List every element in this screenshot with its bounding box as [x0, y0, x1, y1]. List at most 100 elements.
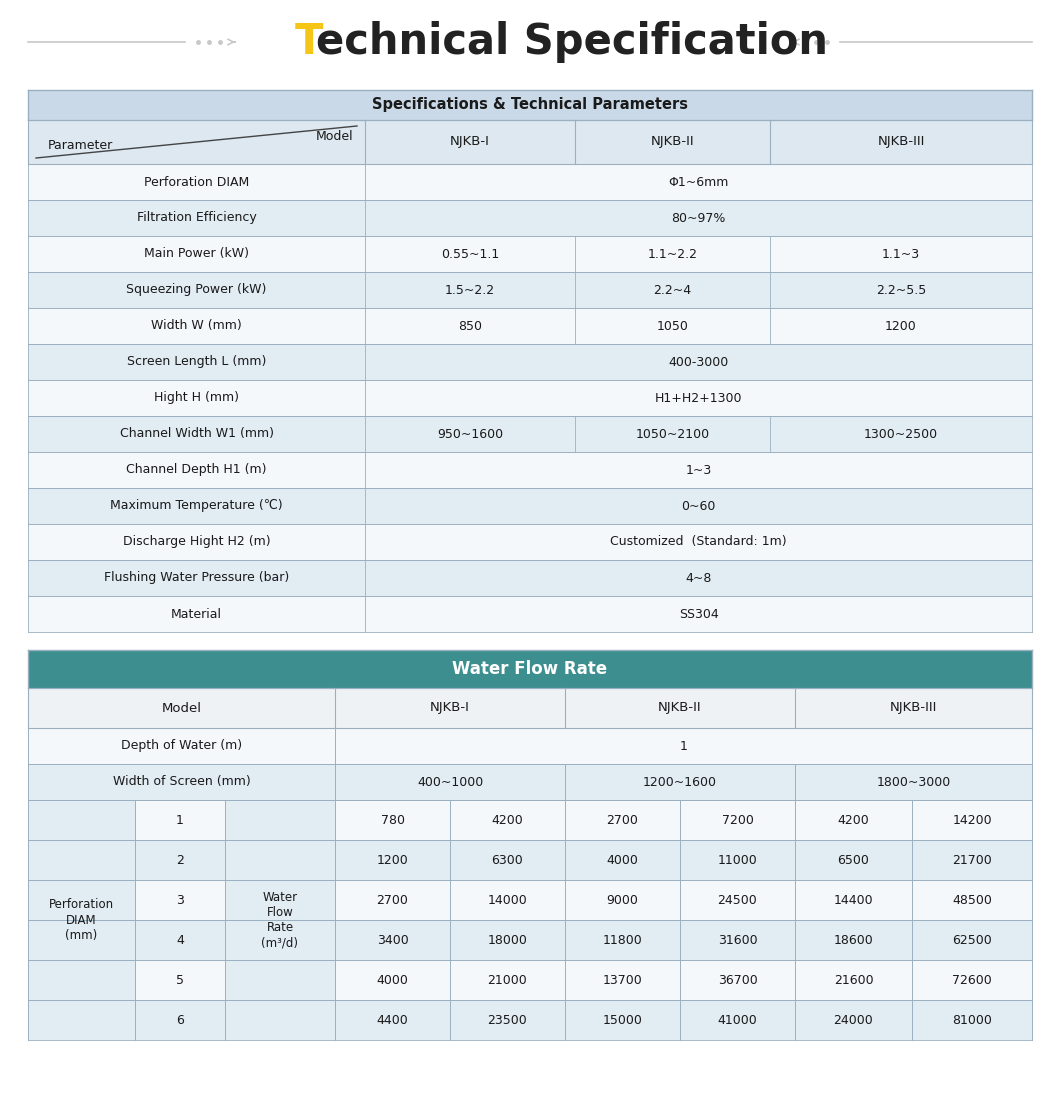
Text: 4~8: 4~8: [686, 571, 711, 584]
Text: Squeezing Power (kW): Squeezing Power (kW): [126, 283, 267, 296]
Bar: [135, 800, 225, 840]
Text: 1200~1600: 1200~1600: [643, 775, 717, 788]
Text: Depth of Water (m): Depth of Water (m): [121, 739, 242, 752]
Text: 1200: 1200: [885, 320, 917, 333]
Text: 4000: 4000: [376, 974, 408, 986]
Text: 400~1000: 400~1000: [417, 775, 483, 788]
Bar: [795, 920, 912, 960]
Text: Customized  (Standard: 1m): Customized (Standard: 1m): [611, 536, 787, 549]
Text: 1: 1: [176, 814, 184, 827]
Text: 21600: 21600: [833, 974, 873, 986]
Bar: [565, 800, 681, 840]
Text: 72600: 72600: [952, 974, 992, 986]
Text: 4400: 4400: [376, 1013, 408, 1027]
Bar: [912, 920, 1032, 960]
Text: H1+H2+1300: H1+H2+1300: [655, 392, 742, 404]
Bar: [28, 650, 1032, 688]
Text: 1.1~2.2: 1.1~2.2: [648, 247, 697, 260]
Text: NJKB-I: NJKB-I: [450, 135, 490, 148]
Bar: [795, 960, 912, 1000]
Text: 31600: 31600: [718, 933, 757, 946]
Text: 11000: 11000: [718, 853, 758, 866]
Bar: [565, 1000, 681, 1040]
Text: SS304: SS304: [678, 607, 719, 620]
Text: Hight H (mm): Hight H (mm): [154, 392, 238, 404]
Bar: [225, 800, 335, 1040]
Bar: [135, 960, 225, 1000]
Text: Maximum Temperature (℃): Maximum Temperature (℃): [110, 500, 283, 513]
Bar: [28, 764, 1032, 800]
Text: 62500: 62500: [952, 933, 992, 946]
Bar: [335, 879, 450, 920]
Bar: [28, 452, 1032, 488]
Bar: [28, 596, 1032, 632]
Text: 4200: 4200: [492, 814, 524, 827]
Text: 11800: 11800: [603, 933, 642, 946]
Text: 41000: 41000: [718, 1013, 758, 1027]
Text: 6500: 6500: [837, 853, 869, 866]
Text: Flushing Water Pressure (bar): Flushing Water Pressure (bar): [104, 571, 289, 584]
Text: 24500: 24500: [718, 894, 758, 907]
Bar: [450, 1000, 565, 1040]
Text: 9000: 9000: [606, 894, 638, 907]
Bar: [135, 840, 225, 879]
Bar: [681, 960, 795, 1000]
Bar: [681, 1000, 795, 1040]
Text: 0~60: 0~60: [682, 500, 716, 513]
Bar: [912, 840, 1032, 879]
Text: Water
Flow
Rate
(m³/d): Water Flow Rate (m³/d): [262, 890, 299, 949]
Bar: [28, 416, 1032, 452]
Text: NJKB-I: NJKB-I: [430, 702, 470, 715]
Text: Channel Depth H1 (m): Channel Depth H1 (m): [126, 463, 267, 477]
Bar: [28, 524, 1032, 560]
Bar: [565, 840, 681, 879]
Bar: [450, 800, 565, 840]
Bar: [450, 920, 565, 960]
Text: 2.2~4: 2.2~4: [653, 283, 691, 296]
Bar: [28, 800, 135, 1040]
Bar: [28, 200, 1032, 236]
Bar: [28, 164, 1032, 200]
Text: T: T: [295, 21, 323, 63]
Bar: [28, 272, 1032, 309]
Bar: [795, 1000, 912, 1040]
Bar: [335, 800, 450, 840]
Bar: [135, 920, 225, 960]
Text: NJKB-II: NJKB-II: [651, 135, 694, 148]
Text: 4000: 4000: [606, 853, 638, 866]
Bar: [28, 309, 1032, 344]
Text: 18600: 18600: [833, 933, 873, 946]
Text: 48500: 48500: [952, 894, 992, 907]
Text: 14000: 14000: [488, 894, 528, 907]
Text: 1300~2500: 1300~2500: [864, 427, 938, 440]
Text: 1.1~3: 1.1~3: [882, 247, 920, 260]
Text: 6: 6: [176, 1013, 184, 1027]
Bar: [135, 879, 225, 920]
Text: 0.55~1.1: 0.55~1.1: [441, 247, 499, 260]
Text: 21700: 21700: [952, 853, 992, 866]
Text: 21000: 21000: [488, 974, 528, 986]
Text: 14400: 14400: [833, 894, 873, 907]
Text: echnical Specification: echnical Specification: [316, 21, 828, 63]
Bar: [28, 560, 1032, 596]
Text: 1800~3000: 1800~3000: [877, 775, 951, 788]
Bar: [28, 688, 1032, 728]
Text: Channel Width W1 (mm): Channel Width W1 (mm): [120, 427, 273, 440]
Bar: [28, 344, 1032, 380]
Text: 1050~2100: 1050~2100: [635, 427, 709, 440]
Bar: [795, 800, 912, 840]
Bar: [795, 840, 912, 879]
Bar: [28, 90, 1032, 120]
Text: 23500: 23500: [488, 1013, 528, 1027]
Bar: [912, 960, 1032, 1000]
Text: 13700: 13700: [603, 974, 642, 986]
Bar: [912, 800, 1032, 840]
Text: Screen Length L (mm): Screen Length L (mm): [127, 356, 266, 369]
Text: Model: Model: [161, 702, 201, 715]
Text: 3400: 3400: [376, 933, 408, 946]
Text: 850: 850: [458, 320, 482, 333]
Text: 780: 780: [381, 814, 405, 827]
Text: 36700: 36700: [718, 974, 758, 986]
Bar: [450, 840, 565, 879]
Text: Model: Model: [316, 130, 353, 143]
